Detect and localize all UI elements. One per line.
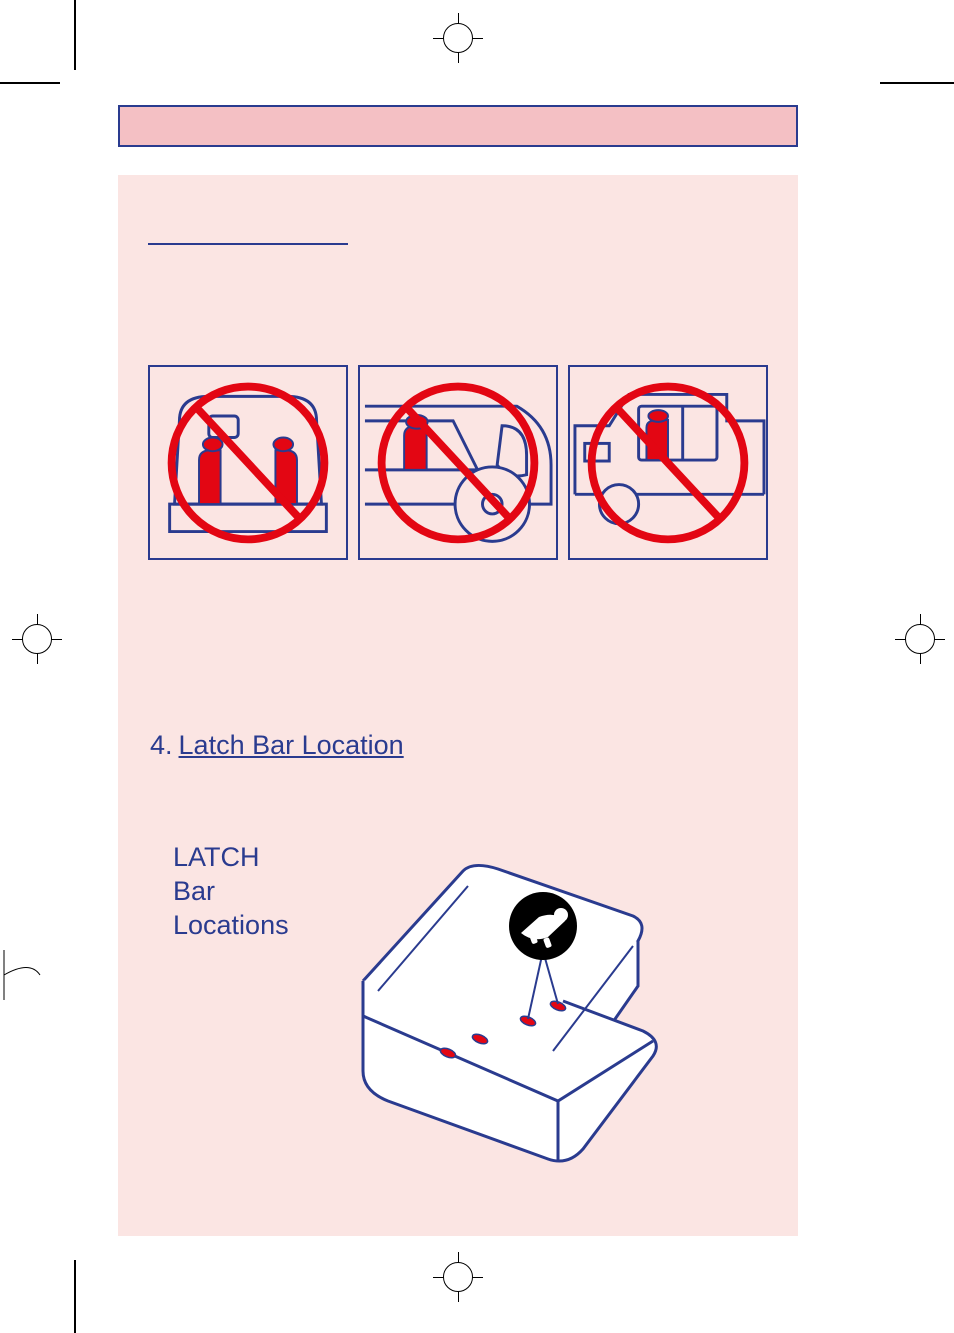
- crop-circle: [22, 624, 52, 654]
- bench-seat-diagram: [333, 841, 778, 1176]
- crop-mark: [0, 82, 60, 84]
- section4-title: 4.Latch Bar Location: [150, 730, 778, 761]
- prohibited-panel-2: [358, 365, 558, 560]
- prohibited-panel-1: [148, 365, 348, 560]
- header-bar: [118, 105, 798, 147]
- crop-circle: [905, 624, 935, 654]
- section4-number: 4.: [150, 730, 173, 760]
- page-content: 4.Latch Bar Location LATCH Bar Locations: [118, 105, 798, 1236]
- side-seat-icon: [360, 367, 556, 558]
- latch-label: LATCH Bar Locations: [173, 841, 333, 1176]
- underline-rule: [148, 243, 348, 245]
- crop-circle: [443, 23, 473, 53]
- crop-half-arrow: [2, 950, 42, 1000]
- latch-block: LATCH Bar Locations: [138, 841, 778, 1176]
- prohibition-row: [138, 365, 778, 560]
- crop-mark: [880, 82, 954, 84]
- section-body: 4.Latch Bar Location LATCH Bar Locations: [118, 175, 798, 1236]
- section4-title-text: Latch Bar Location: [179, 730, 404, 760]
- latch-label-line-1: LATCH: [173, 841, 333, 875]
- truck-seat-icon: [570, 367, 766, 558]
- crop-circle: [443, 1262, 473, 1292]
- latch-label-line-2: Bar: [173, 875, 333, 909]
- rear-seats-icon: [150, 367, 346, 558]
- crop-mark: [74, 1260, 76, 1333]
- prohibited-panel-3: [568, 365, 768, 560]
- crop-mark: [74, 0, 76, 70]
- latch-label-line-3: Locations: [173, 909, 333, 943]
